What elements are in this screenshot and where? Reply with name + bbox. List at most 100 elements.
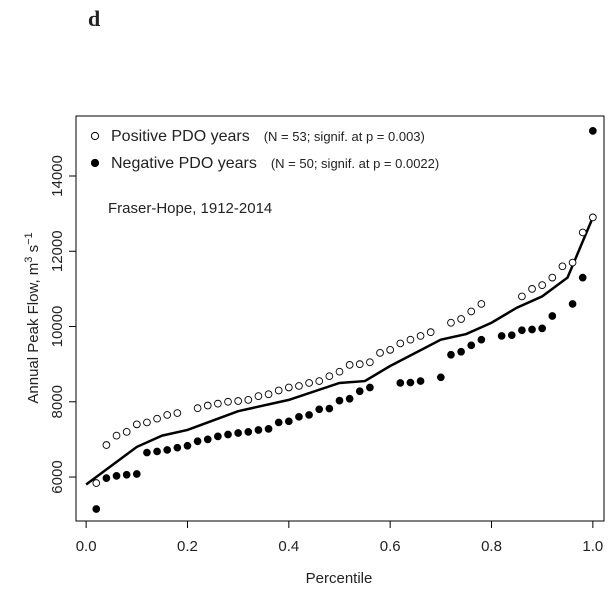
point: [264, 390, 273, 399]
point: [163, 411, 172, 419]
point: [589, 127, 597, 135]
x-tick-label: 0.4: [278, 538, 299, 555]
point: [507, 331, 516, 340]
point: [518, 292, 526, 301]
point: [224, 397, 232, 406]
y-label-sup: −1: [23, 232, 35, 245]
x-tick-label: 0.6: [380, 538, 401, 555]
plot-frame: [75, 115, 605, 522]
point: [305, 379, 313, 387]
legend-marker: [90, 131, 100, 141]
point: [406, 335, 415, 344]
point: [284, 383, 293, 392]
y-tick-label: 14000: [49, 155, 66, 197]
point: [538, 281, 547, 289]
point: [416, 332, 425, 340]
point: [244, 396, 253, 404]
point: [193, 404, 202, 413]
point: [203, 401, 212, 410]
y-axis-label: Annual Peak Flow, m3 s−1: [23, 232, 42, 403]
point: [497, 332, 506, 340]
point: [153, 447, 161, 456]
point: [457, 347, 465, 356]
point: [477, 300, 486, 308]
point: [447, 350, 455, 359]
point: [568, 258, 577, 267]
point: [578, 273, 587, 282]
point: [214, 399, 222, 408]
point: [214, 432, 222, 441]
point: [234, 429, 242, 437]
point: [436, 373, 445, 382]
y-label-sup: 3: [23, 257, 35, 263]
y-tick-label: 12000: [49, 230, 66, 272]
point: [335, 367, 344, 376]
point: [143, 418, 151, 427]
point: [234, 397, 242, 405]
y-label-text: s: [25, 245, 42, 257]
point: [264, 425, 273, 433]
y-label-text: Annual Peak Flow, m: [25, 263, 42, 404]
point: [325, 404, 334, 413]
point: [396, 379, 405, 387]
point: [345, 394, 354, 403]
point: [193, 437, 202, 446]
point: [355, 360, 364, 368]
point: [416, 377, 425, 385]
x-tick-label: 0.2: [177, 538, 198, 555]
legend-marker: [90, 158, 100, 168]
fit-line: [85, 216, 595, 486]
x-tick-label: 0.8: [481, 538, 502, 555]
point: [183, 441, 192, 450]
point: [153, 414, 161, 423]
point: [112, 472, 121, 480]
annotation: Fraser-Hope, 1912-2014: [108, 200, 272, 217]
point: [92, 505, 101, 513]
point: [122, 428, 131, 436]
point: [315, 377, 324, 385]
point: [376, 349, 384, 357]
point: [244, 428, 253, 436]
point: [457, 315, 465, 323]
point: [548, 273, 557, 282]
legend-stats: (N = 53; signif. at p = 0.003): [264, 129, 425, 144]
x-axis-label: Percentile: [306, 570, 373, 587]
point: [589, 213, 597, 222]
panel-label: d: [88, 6, 100, 31]
point: [335, 396, 344, 405]
point: [345, 361, 354, 369]
legend-label: Negative PDO years: [111, 155, 257, 172]
point: [426, 328, 435, 337]
point: [578, 228, 587, 237]
point: [366, 383, 374, 392]
point: [102, 441, 111, 449]
point: [143, 448, 151, 457]
x-tick-label: 0.0: [76, 538, 97, 555]
point: [477, 335, 486, 344]
point: [102, 474, 111, 482]
point: [467, 307, 476, 316]
point: [224, 430, 232, 439]
point: [305, 411, 313, 419]
point: [132, 420, 141, 429]
point: [203, 435, 212, 444]
point: [295, 412, 303, 421]
point: [568, 300, 577, 308]
point: [274, 386, 283, 395]
point: [325, 372, 334, 381]
point: [132, 470, 141, 478]
point: [467, 341, 476, 350]
point: [558, 262, 567, 271]
legend-stats: (N = 50; signif. at p = 0.0022): [271, 156, 439, 171]
legend-label: Positive PDO years: [111, 128, 250, 145]
point: [447, 318, 455, 327]
y-tick-label: 6000: [49, 460, 66, 493]
point: [173, 443, 182, 452]
y-tick-label: 10000: [49, 306, 66, 348]
point: [254, 392, 263, 400]
point: [518, 326, 526, 335]
x-tick-label: 1.0: [582, 538, 603, 555]
point: [406, 378, 415, 387]
